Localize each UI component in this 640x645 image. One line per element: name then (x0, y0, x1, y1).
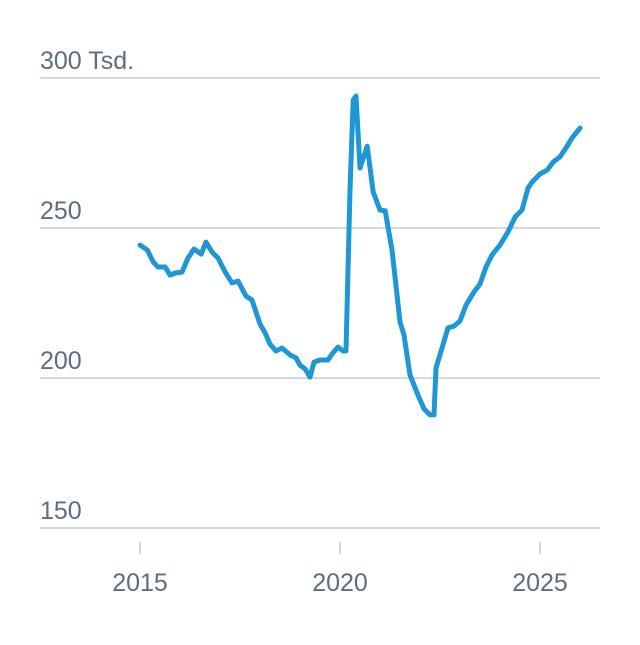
data-line (137, 93, 583, 418)
y-tick-label: 150 (40, 497, 82, 525)
y-tick-label: 250 (40, 197, 82, 225)
y-tick-label: 300 Tsd. (40, 47, 134, 75)
x-tick-label: 2015 (112, 569, 168, 597)
y-tick-label: 200 (40, 347, 82, 375)
x-tick-label: 2020 (312, 569, 368, 597)
x-tick-label: 2025 (512, 569, 568, 597)
